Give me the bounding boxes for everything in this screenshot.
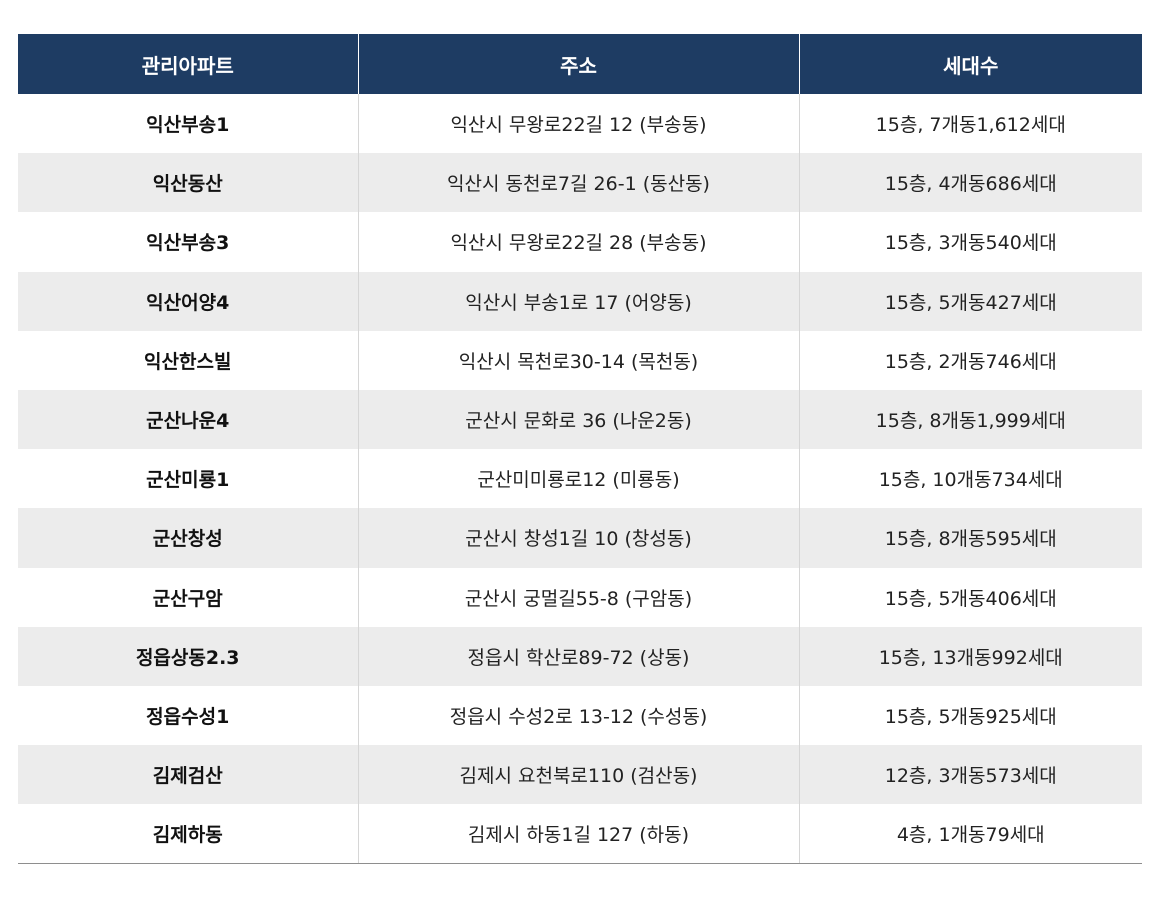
table-row: 군산나운4 군산시 문화로 36 (나운2동) 15층, 8개동1,999세대 — [18, 389, 1142, 450]
apartment-name-cell: 익산어양4 — [18, 271, 358, 331]
address-cell: 익산시 동천로7길 26-1 (동산동) — [357, 153, 799, 213]
header-households: 세대수 — [798, 34, 1142, 94]
households-cell: 15층, 2개동746세대 — [798, 330, 1142, 390]
address-cell: 김제시 요천북로110 (검산동) — [357, 745, 799, 805]
table-row: 정읍수성1 정읍시 수성2로 13-12 (수성동) 15층, 5개동925세대 — [18, 685, 1142, 746]
table-row: 정읍상동2.3 정읍시 학산로89-72 (상동) 15층, 13개동992세대 — [18, 626, 1142, 686]
address-cell: 김제시 하동1길 127 (하동) — [357, 804, 799, 865]
households-cell: 15층, 5개동406세대 — [798, 567, 1142, 627]
apartment-name-cell: 김제검산 — [18, 745, 358, 805]
address-cell: 군산미미룡로12 (미룡동) — [357, 449, 799, 509]
apartment-table-wrapper: 관리아파트 주소 세대수 익산부송1 익산시 무왕로22길 12 (부송동) 1… — [18, 34, 1142, 865]
table-body: 익산부송1 익산시 무왕로22길 12 (부송동) 15층, 7개동1,612세… — [18, 94, 1142, 865]
table-row: 군산미룡1 군산미미룡로12 (미룡동) 15층, 10개동734세대 — [18, 449, 1142, 509]
table-row: 익산부송3 익산시 무왕로22길 28 (부송동) 15층, 3개동540세대 — [18, 212, 1142, 272]
apartment-name-cell: 군산구암 — [152, 587, 223, 610]
address-cell: 군산시 문화로 36 (나운2동) — [357, 389, 799, 450]
table-row: 익산부송1 익산시 무왕로22길 12 (부송동) 15층, 7개동1,612세… — [18, 94, 1142, 154]
header-address: 주소 — [357, 34, 799, 94]
households-cell: 15층, 8개동1,999세대 — [798, 389, 1142, 450]
apartment-name-cell: 익산부송3 — [146, 232, 230, 255]
apartment-name-cell: 군산미룡1 — [146, 469, 230, 492]
households-cell: 15층, 5개동925세대 — [798, 685, 1142, 746]
households-cell: 12층, 3개동573세대 — [798, 745, 1142, 805]
apartment-name-cell: 정읍상동2.3 — [18, 626, 358, 686]
apartment-name-cell: 군산나운4 — [18, 389, 358, 450]
households-cell: 15층, 4개동686세대 — [798, 153, 1142, 213]
apartment-table: 관리아파트 주소 세대수 익산부송1 익산시 무왕로22길 12 (부송동) 1… — [18, 34, 1142, 865]
table-row: 김제검산 김제시 요천북로110 (검산동) 12층, 3개동573세대 — [18, 745, 1142, 805]
apartment-name-cell: 익산한스빌 — [144, 350, 232, 373]
table-row: 군산구암 군산시 궁멀길55-8 (구암동) 15층, 5개동406세대 — [18, 567, 1142, 627]
households-cell: 15층, 8개동595세대 — [798, 508, 1142, 568]
address-cell: 익산시 무왕로22길 12 (부송동) — [357, 94, 799, 154]
apartment-name-cell: 군산창성 — [18, 508, 358, 568]
address-cell: 군산시 창성1길 10 (창성동) — [357, 508, 799, 568]
address-cell: 정읍시 수성2로 13-12 (수성동) — [357, 685, 799, 746]
address-cell: 익산시 부송1로 17 (어양동) — [357, 271, 799, 331]
address-cell: 익산시 목천로30-14 (목천동) — [357, 330, 799, 390]
households-cell: 15층, 5개동427세대 — [798, 271, 1142, 331]
households-cell: 15층, 10개동734세대 — [798, 449, 1142, 509]
table-row: 군산창성 군산시 창성1길 10 (창성동) 15층, 8개동595세대 — [18, 508, 1142, 568]
apartment-name-cell: 익산동산 — [18, 153, 358, 213]
address-cell: 군산시 궁멀길55-8 (구암동) — [357, 567, 799, 627]
households-cell: 15층, 13개동992세대 — [798, 626, 1142, 686]
apartment-name-cell: 익산부송1 — [146, 114, 230, 137]
header-apartment: 관리아파트 — [18, 34, 358, 94]
households-cell: 15층, 7개동1,612세대 — [798, 94, 1142, 154]
address-cell: 정읍시 학산로89-72 (상동) — [357, 626, 799, 686]
households-cell: 4층, 1개동79세대 — [798, 804, 1142, 865]
apartment-name-cell: 김제하동 — [18, 804, 358, 865]
address-cell: 익산시 무왕로22길 28 (부송동) — [357, 212, 799, 272]
apartment-name-cell: 정읍수성1 — [146, 705, 230, 728]
table-header: 관리아파트 주소 세대수 — [18, 34, 1142, 94]
table-row: 김제하동 김제시 하동1길 127 (하동) 4층, 1개동79세대 — [18, 804, 1142, 865]
header-row: 관리아파트 주소 세대수 — [18, 34, 1142, 94]
households-cell: 15층, 3개동540세대 — [798, 212, 1142, 272]
table-row: 익산한스빌 익산시 목천로30-14 (목천동) 15층, 2개동746세대 — [18, 330, 1142, 390]
table-row: 익산어양4 익산시 부송1로 17 (어양동) 15층, 5개동427세대 — [18, 271, 1142, 331]
table-row: 익산동산 익산시 동천로7길 26-1 (동산동) 15층, 4개동686세대 — [18, 153, 1142, 213]
